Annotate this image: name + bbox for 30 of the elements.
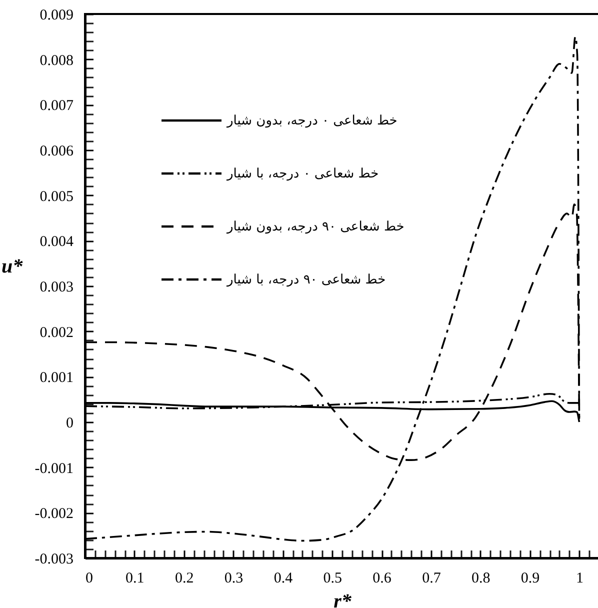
y-tick-label: 0.009 bbox=[40, 8, 74, 24]
y-tick-label: 0.004 bbox=[40, 234, 74, 250]
y-tick-label: 0.007 bbox=[40, 98, 74, 114]
x-tick-label: 0.4 bbox=[274, 570, 294, 586]
x-tick-label: 0.6 bbox=[372, 570, 392, 586]
x-tick-label: 0.2 bbox=[174, 570, 194, 586]
x-tick-label: 0.5 bbox=[323, 570, 342, 586]
x-axis-title: r* bbox=[334, 590, 352, 608]
y-tick-label: 0.003 bbox=[40, 280, 74, 296]
y-tick-label: 0.006 bbox=[40, 144, 74, 160]
y-tick-label: -0.002 bbox=[34, 506, 74, 522]
y-tick-label: 0.008 bbox=[40, 52, 74, 69]
x-tick-label: 1 bbox=[576, 570, 584, 586]
y-tick-label: -0.003 bbox=[34, 552, 74, 568]
x-tick-label: 0.3 bbox=[224, 570, 244, 586]
y-tick-label: -0.001 bbox=[34, 460, 74, 477]
y-tick-label: 0.002 bbox=[40, 324, 74, 341]
y-tick-label: 0.001 bbox=[40, 370, 74, 386]
legend-label: خط شعاعی ۹۰ درجه، بدون شیار bbox=[226, 220, 404, 234]
x-tick-label: 0.1 bbox=[126, 570, 144, 586]
legend-label: خط شعاعی ۹۰ درجه، با شیار bbox=[226, 272, 386, 288]
x-tick-label: 0.8 bbox=[472, 570, 490, 586]
x-tick-label: 0.7 bbox=[422, 570, 442, 586]
y-tick-label: 0.005 bbox=[40, 188, 74, 205]
legend-label: خط شعاعی ۰ درجه، با شیار bbox=[226, 166, 379, 182]
x-tick-label: 0 bbox=[86, 570, 93, 586]
y-tick-label: 0 bbox=[66, 416, 74, 432]
y-axis-title: u* bbox=[2, 256, 24, 278]
x-tick-label: 0.9 bbox=[520, 570, 540, 586]
legend-label: خط شعاعی ۰ درجه، بدون شیار bbox=[226, 114, 398, 128]
